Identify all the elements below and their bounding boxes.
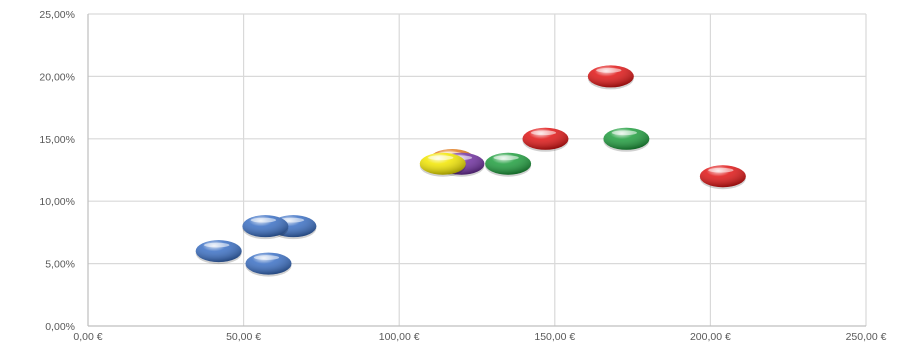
data-point: [419, 152, 466, 177]
x-tick-label: 50,00 €: [226, 331, 261, 343]
y-tick-label: 10,00%: [39, 196, 75, 208]
data-point: [587, 65, 634, 90]
data-point: [485, 152, 532, 177]
data-point: [195, 240, 242, 265]
data-point: [603, 127, 650, 152]
y-tick-labels: 0,00% 5,00% 10,00% 15,00% 20,00% 25,00%: [39, 9, 75, 333]
data-point: [245, 252, 292, 277]
y-tick-label: 0,00%: [45, 321, 75, 333]
data-point: [242, 215, 289, 240]
grid-lines: [88, 13, 867, 326]
y-tick-label: 15,00%: [39, 134, 75, 146]
x-tick-label: 150,00 €: [534, 331, 575, 343]
y-tick-label: 20,00%: [39, 71, 75, 83]
data-point: [699, 165, 746, 190]
x-tick-label: 250,00 €: [846, 331, 887, 343]
x-tick-label: 100,00 €: [379, 331, 420, 343]
data-point: [522, 127, 569, 152]
y-tick-label: 25,00%: [39, 9, 75, 21]
data-points: [195, 65, 746, 277]
axes: [87, 14, 866, 327]
x-tick-label: 200,00 €: [690, 331, 731, 343]
x-tick-label: 0,00 €: [73, 331, 102, 343]
x-tick-labels: 0,00 € 50,00 € 100,00 € 150,00 € 200,00 € 250…: [73, 331, 886, 343]
y-tick-label: 5,00%: [45, 259, 75, 271]
